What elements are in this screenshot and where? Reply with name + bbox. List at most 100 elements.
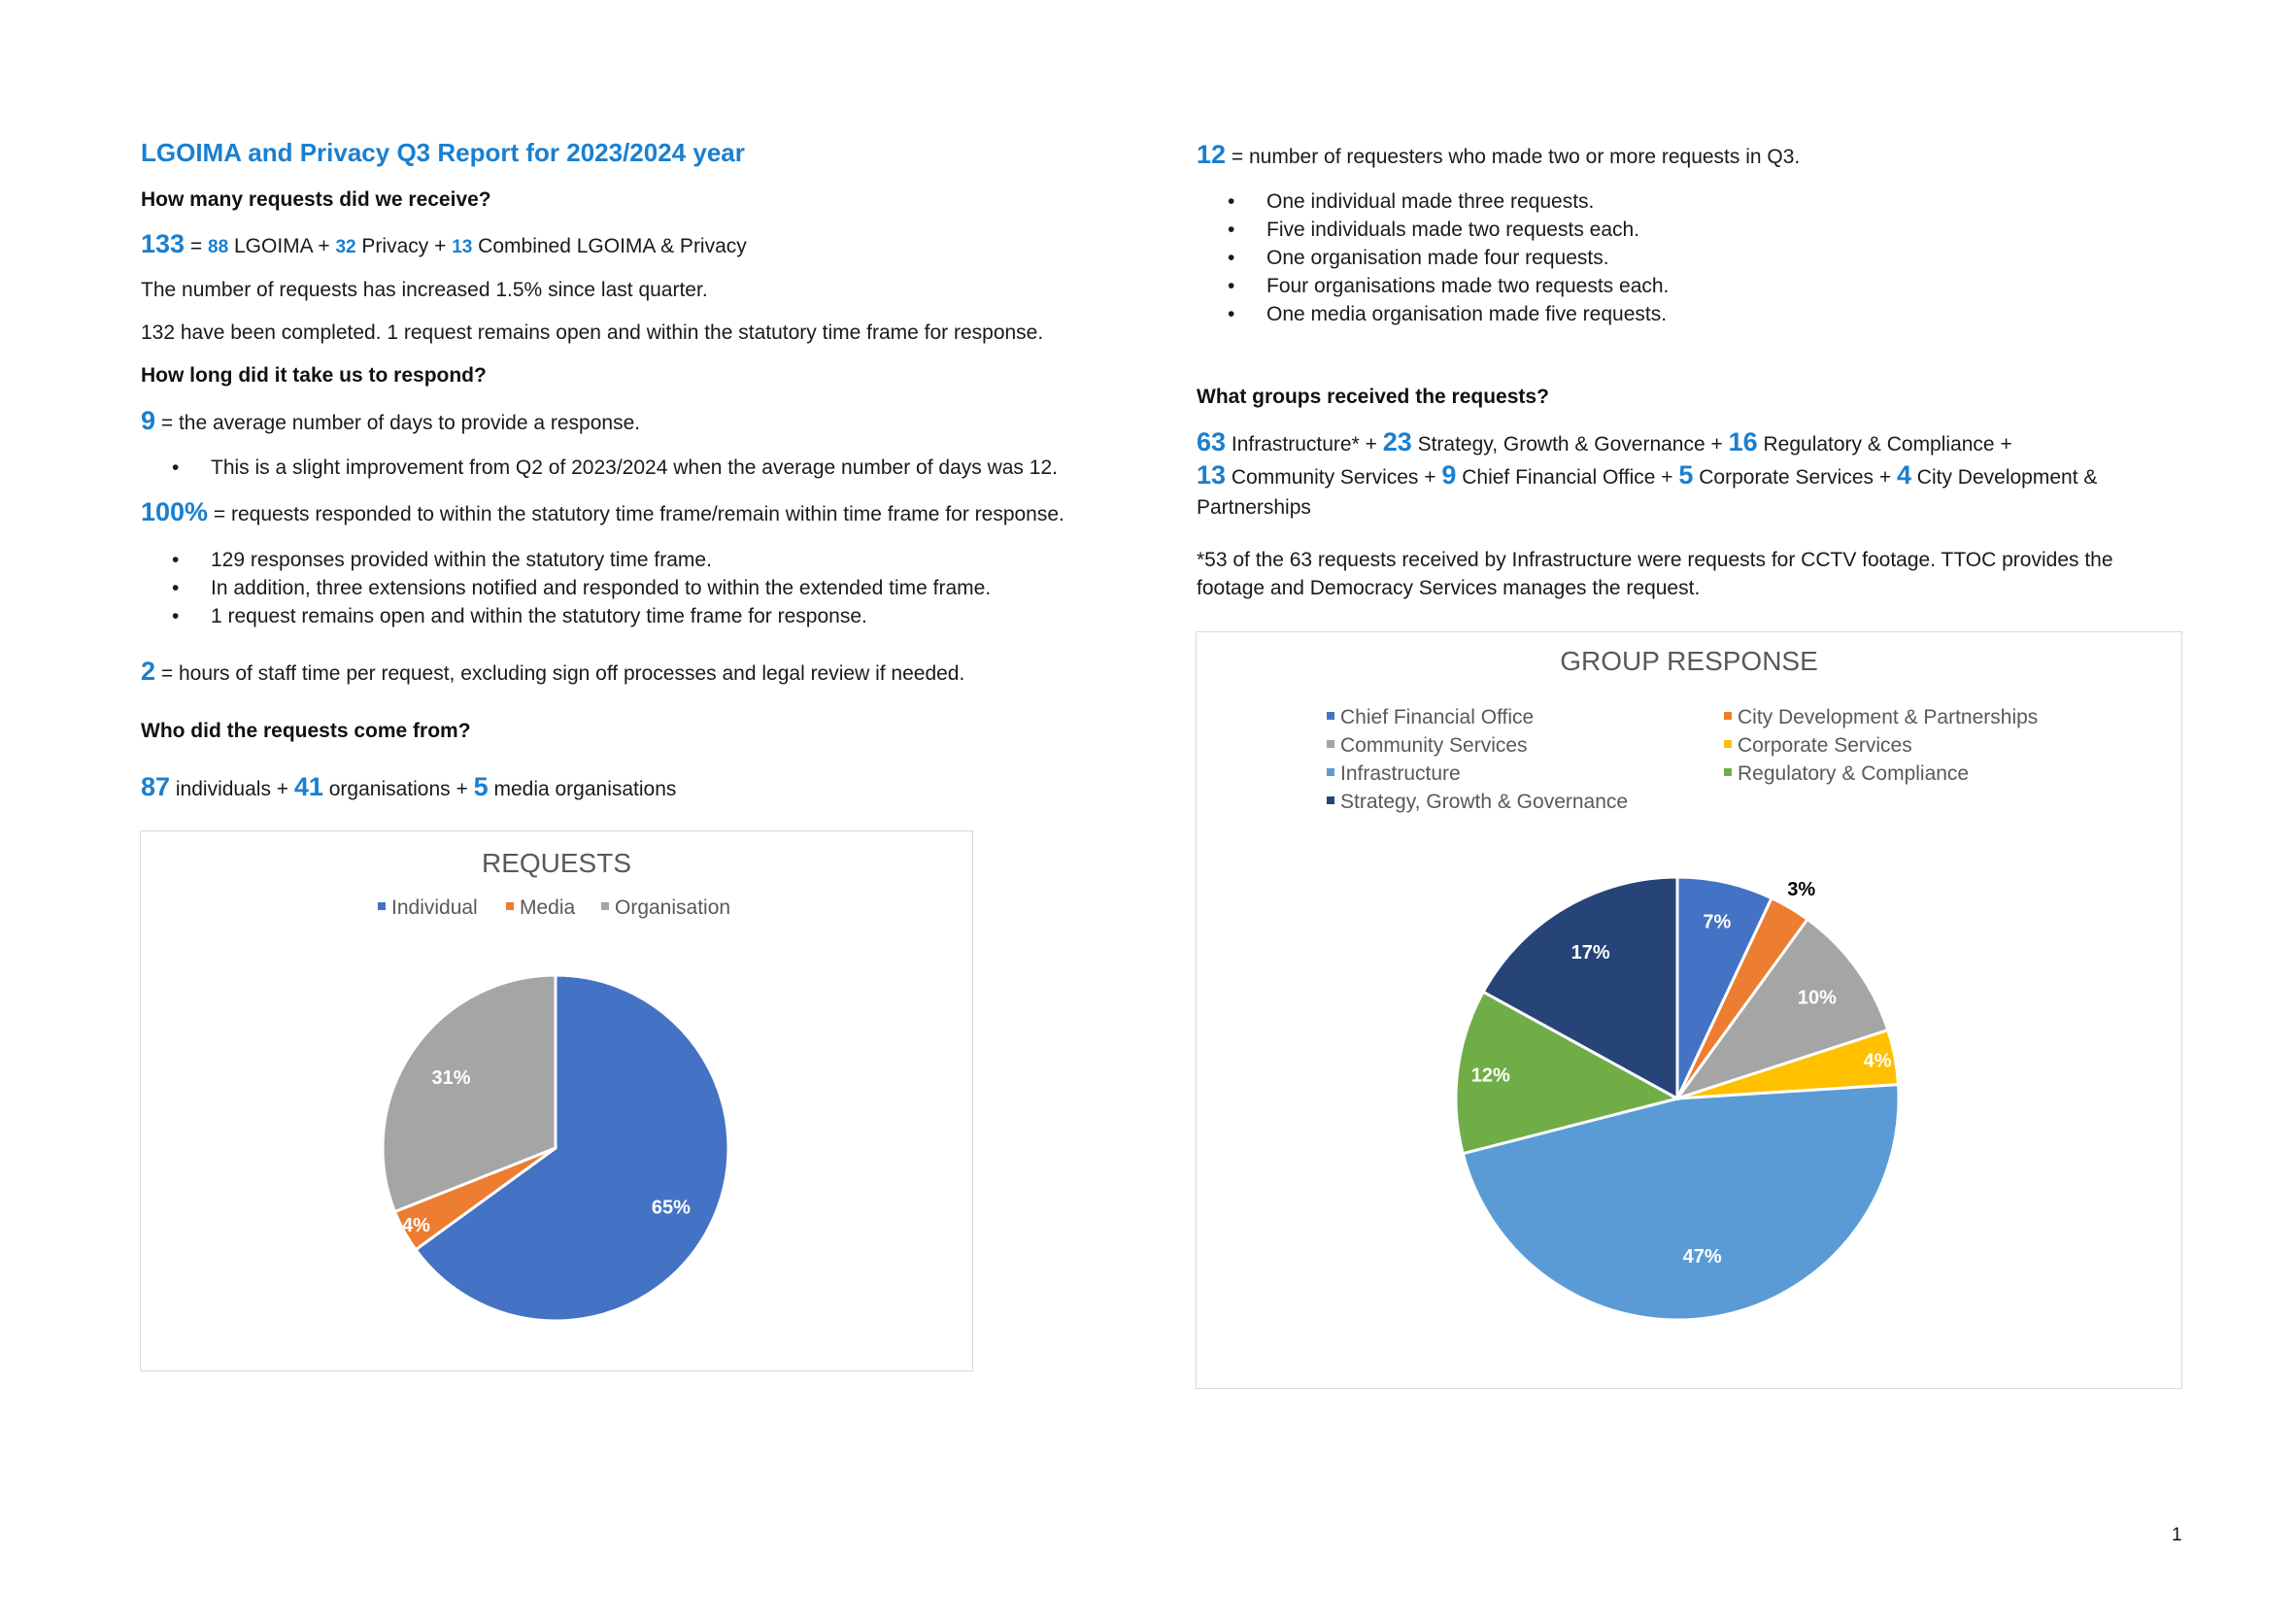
privacy-text: Privacy + (355, 235, 453, 257)
legend-swatch (1724, 712, 1732, 721)
legend-swatch (1327, 740, 1334, 749)
repeat-line: 12 = number of requesters who made two o… (1197, 140, 1800, 170)
legend-item-community-services: Community Services (1327, 734, 1528, 758)
group-count: 23 (1382, 427, 1412, 456)
privacy-count: 32 (335, 237, 356, 257)
group-response-chart: GROUP RESPONSE Chief Financial Office Ci… (1196, 631, 2182, 1389)
legend-swatch (1724, 768, 1732, 777)
group-count: 9 (1441, 460, 1457, 490)
lgoima-count: 88 (208, 237, 229, 257)
group-text: Community Services + (1226, 466, 1442, 489)
from-line: 87 individuals + 41 organisations + 5 me… (141, 772, 676, 802)
media-text: media organisations (488, 778, 677, 800)
heading-respond: How long did it take us to respond? (141, 364, 487, 387)
requests-pie: 65% 4% 31% (381, 973, 730, 1323)
list-item: This is a slight improvement from Q2 of … (141, 454, 1058, 482)
data-label: 7% (1703, 912, 1731, 933)
chart-title: REQUESTS (481, 848, 632, 878)
legend-swatch (1724, 740, 1732, 749)
hours-line: 2 = hours of staff time per request, exc… (141, 657, 964, 687)
legend-label: City Development & Partnerships (1738, 706, 2039, 728)
legend-label: Community Services (1340, 734, 1528, 757)
pie-slice-individual (413, 973, 730, 1323)
pct-text: = requests responded to within the statu… (208, 503, 1064, 525)
avg-days-text: = the average number of days to provide … (155, 412, 641, 434)
groups-line-2: 13 Community Services + 9 Chief Financia… (1197, 460, 2097, 490)
list-item: 1 request remains open and within the st… (141, 602, 991, 630)
group-count: 4 (1896, 460, 1911, 490)
data-label: 3% (1787, 879, 1815, 900)
list-item: One individual made three requests. (1197, 187, 1669, 216)
legend-item-strategy-growth: Strategy, Growth & Governance (1327, 791, 1628, 814)
repeat-bullets: One individual made three requests. Five… (1197, 187, 1669, 328)
group-count: 13 (1197, 460, 1227, 490)
legend-item-city-development: City Development & Partnerships (1724, 706, 2038, 729)
increase-text: The number of requests has increased 1.5… (141, 279, 708, 301)
page-number: 1 (2172, 1525, 2182, 1545)
data-label: 10% (1798, 987, 1837, 1008)
legend-item-individual: Individual (378, 896, 478, 920)
hours-number: 2 (141, 657, 156, 686)
list-item: One media organisation made five request… (1197, 300, 1669, 328)
lgoima-text: LGOIMA + (228, 235, 336, 257)
data-label: 4% (402, 1215, 430, 1236)
list-item: 129 responses provided within the statut… (141, 546, 991, 574)
legend-item-corporate-services: Corporate Services (1724, 734, 1912, 758)
legend-label: Organisation (615, 896, 731, 919)
legend-label: Infrastructure (1340, 762, 1461, 785)
individuals-text: individuals + (170, 778, 294, 800)
heading-groups: What groups received the requests? (1197, 386, 1549, 408)
group-response-pie: 7% 3% 10% 4% 47% 12% 17% (1454, 875, 1901, 1322)
group-text: Strategy, Growth & Governance + (1411, 433, 1729, 456)
data-label: 47% (1683, 1246, 1722, 1268)
legend-swatch (506, 902, 514, 911)
legend-swatch (1327, 768, 1334, 777)
pct-bullets: 129 responses provided within the statut… (141, 546, 991, 630)
legend-label: Corporate Services (1738, 734, 1912, 757)
completed-text: 132 have been completed. 1 request remai… (141, 321, 1044, 344)
list-item: Five individuals made two requests each. (1197, 216, 1669, 244)
media-count: 5 (473, 772, 489, 801)
avg-days-line: 9 = the average number of days to provid… (141, 406, 640, 436)
legend-label: Regulatory & Compliance (1738, 762, 1970, 785)
pie-slice-strategy-growth-governance (1481, 875, 1679, 1101)
group-count: 63 (1197, 427, 1227, 456)
group-count: 5 (1678, 460, 1694, 490)
legend-item-infrastructure: Infrastructure (1327, 762, 1461, 786)
legend-item-regulatory-compliance: Regulatory & Compliance (1724, 762, 1969, 786)
pie-slice-organisation (381, 973, 557, 1214)
group-text: City Development & (1910, 466, 2098, 489)
legend-swatch (378, 902, 386, 911)
avg-days-bullets: This is a slight improvement from Q2 of … (141, 454, 1058, 482)
requests-chart: REQUESTS Individual Media Organisation 6… (140, 830, 973, 1371)
chart-title: GROUP RESPONSE (1560, 646, 1818, 676)
heading-from: Who did the requests come from? (141, 720, 471, 742)
list-item: One organisation made four requests. (1197, 244, 1669, 272)
legend-swatch (1327, 712, 1334, 721)
total-requests-line: 133 = 88 LGOIMA + 32 Privacy + 13 Combin… (141, 229, 747, 259)
group-text: Corporate Services + (1693, 466, 1897, 489)
group-text: Infrastructure* + (1226, 433, 1383, 456)
heading-received: How many requests did we receive? (141, 188, 491, 211)
legend-item-media: Media (506, 896, 575, 920)
pct-number: 100% (141, 497, 209, 526)
legend-swatch (601, 902, 609, 911)
pie-slice-community-services (1673, 917, 1890, 1101)
legend-label: Strategy, Growth & Governance (1340, 791, 1629, 813)
infrastructure-note-1: *53 of the 63 requests received by Infra… (1197, 549, 2113, 571)
group-count: 16 (1728, 427, 1758, 456)
organisations-count: 41 (293, 772, 323, 801)
groups-line-3: Partnerships (1197, 496, 1311, 519)
eq-text: = (185, 235, 208, 257)
data-label: 4% (1864, 1051, 1892, 1072)
data-label: 65% (652, 1198, 691, 1219)
repeat-number: 12 (1197, 140, 1227, 169)
groups-line-1: 63 Infrastructure* + 23 Strategy, Growth… (1197, 427, 2012, 457)
group-text: Regulatory & Compliance + (1757, 433, 2012, 456)
legend-swatch (1327, 796, 1334, 805)
repeat-text: = number of requesters who made two or m… (1226, 146, 1801, 168)
pct-line: 100% = requests responded to within the … (141, 497, 1064, 527)
legend-item-organisation: Organisation (601, 896, 730, 920)
combined-count: 13 (452, 237, 473, 257)
list-item: Four organisations made two requests eac… (1197, 272, 1669, 300)
